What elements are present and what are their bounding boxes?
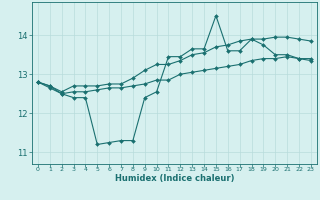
X-axis label: Humidex (Indice chaleur): Humidex (Indice chaleur)	[115, 174, 234, 183]
